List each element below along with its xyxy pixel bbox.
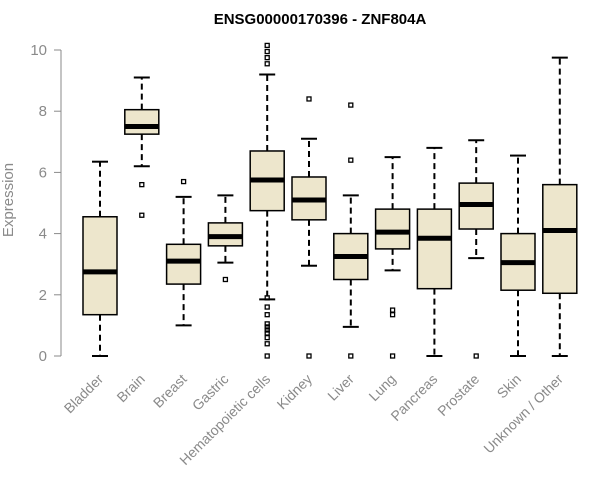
outlier-point	[348, 353, 354, 359]
box-group	[542, 56, 578, 357]
box-group	[207, 194, 244, 283]
x-tick-label: Prostate	[434, 371, 482, 419]
outlier-point	[473, 353, 479, 359]
outlier-point	[264, 42, 270, 49]
chart-title: ENSG00000170396 - ZNF804A	[214, 11, 427, 28]
y-tick-label: 4	[39, 226, 47, 243]
outlier-point	[264, 330, 270, 336]
y-tick-label: 6	[39, 164, 47, 181]
box-group	[165, 178, 202, 327]
box-iqr	[542, 183, 578, 295]
outlier-point	[348, 102, 354, 108]
outlier-point	[264, 304, 270, 310]
outlier-point	[264, 295, 270, 301]
outlier-point	[306, 353, 312, 359]
box-group	[500, 154, 536, 357]
outlier-point	[348, 157, 354, 163]
outlier-point	[222, 276, 229, 283]
box-iqr	[124, 108, 160, 135]
x-tick-label: Bladder	[61, 371, 107, 417]
outlier-point	[389, 307, 396, 313]
y-tick-label: 2	[39, 287, 47, 304]
box-group	[82, 160, 118, 357]
x-tick-label: Brain	[113, 371, 147, 405]
outlier-point	[264, 353, 270, 359]
box-group	[374, 156, 411, 359]
outlier-point	[139, 212, 145, 218]
box-iqr	[165, 243, 202, 285]
outlier-point	[389, 353, 396, 359]
y-axis: 0 2 4 6 8 10	[30, 42, 62, 365]
x-tick-label: Skin	[494, 371, 525, 402]
x-tick-label: Lung	[365, 371, 398, 404]
outlier-point	[264, 312, 270, 318]
outlier-point	[264, 55, 270, 61]
box-group	[249, 42, 285, 359]
box-series	[82, 42, 578, 359]
box-group	[291, 96, 327, 359]
box-group	[416, 146, 453, 357]
outlier-point	[389, 312, 396, 318]
outlier-point	[264, 61, 270, 67]
box-iqr	[416, 208, 453, 290]
outlier-point	[306, 96, 312, 102]
outlier-point	[264, 334, 270, 341]
x-tick-label: Breast	[150, 371, 190, 411]
box-group	[333, 102, 369, 359]
x-tick-label: Unknown / Other	[480, 371, 566, 457]
x-tick-label: Liver	[324, 371, 357, 404]
outlier-point	[180, 178, 187, 185]
box-iqr	[82, 216, 118, 316]
outlier-point	[264, 321, 270, 327]
outlier-point	[139, 181, 145, 188]
outlier-point	[264, 324, 270, 330]
y-tick-label: 8	[39, 103, 47, 120]
outlier-point	[264, 341, 270, 347]
box-group	[124, 76, 160, 218]
x-tick-label: Kidney	[274, 371, 316, 413]
y-axis-label: Expression	[0, 163, 17, 237]
y-tick-label: 10	[30, 42, 47, 59]
y-tick-label: 0	[39, 348, 47, 365]
box-iqr	[374, 208, 411, 250]
outlier-point	[264, 327, 270, 333]
outlier-point	[264, 48, 270, 55]
box-group	[458, 139, 494, 359]
